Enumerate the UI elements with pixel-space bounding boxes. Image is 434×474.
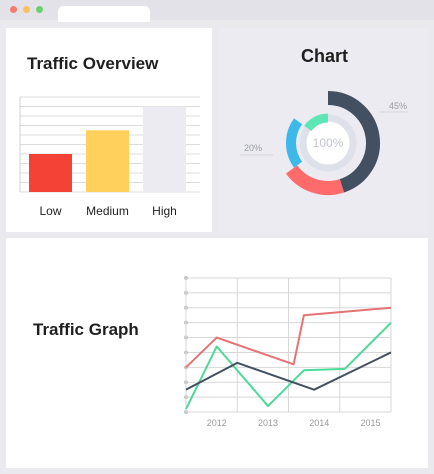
x-label-2015: 2015 xyxy=(360,418,380,428)
donut-slice-3 xyxy=(304,113,329,132)
bar-chart xyxy=(19,96,200,193)
line-series-2 xyxy=(185,351,392,391)
maximize-dot[interactable] xyxy=(36,6,43,13)
donut-slice-1 xyxy=(285,165,345,195)
donut-center xyxy=(306,121,350,165)
line-chart: 2012 2013 2014 2015 xyxy=(184,276,392,428)
minimize-dot[interactable] xyxy=(23,6,30,13)
bar-low xyxy=(29,154,72,192)
bar-label-low: Low xyxy=(39,204,62,218)
chart-title: Chart xyxy=(301,46,349,66)
line-series-0 xyxy=(185,306,392,369)
x-label-2012: 2012 xyxy=(207,418,227,428)
traffic-graph-title: Traffic Graph xyxy=(33,320,139,339)
bar-label-high: High xyxy=(152,204,177,218)
bar-high xyxy=(143,106,186,192)
close-dot[interactable] xyxy=(10,6,17,13)
label-20: 20% xyxy=(244,143,262,153)
line-series-1 xyxy=(185,321,392,410)
donut-slice-0 xyxy=(327,91,380,193)
traffic-overview-title: Traffic Overview xyxy=(27,54,159,73)
x-label-2014: 2014 xyxy=(309,418,329,428)
donut-chart: 100% 45% 20% xyxy=(240,91,408,195)
label-45: 45% xyxy=(389,101,407,111)
bar-label-medium: Medium xyxy=(86,204,129,218)
donut-slice-2 xyxy=(286,118,303,168)
donut-center-label: 100% xyxy=(313,136,344,150)
bar-medium xyxy=(86,130,129,192)
traffic-graph-card xyxy=(6,238,428,468)
x-label-2013: 2013 xyxy=(258,418,278,428)
window-titlebar xyxy=(0,0,434,22)
browser-tab[interactable] xyxy=(58,6,150,22)
